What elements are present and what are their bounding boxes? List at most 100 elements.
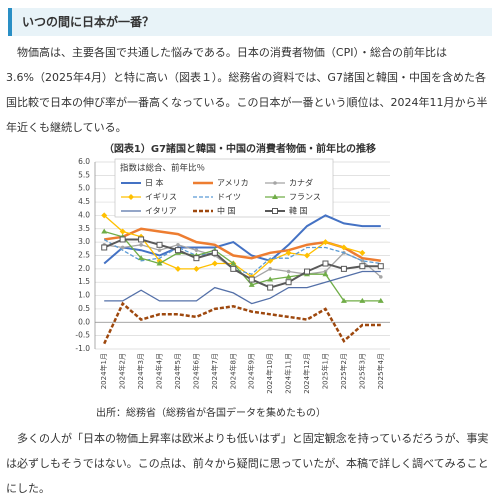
- y-tick-label: -1.0: [75, 344, 90, 353]
- source-note: 出所：総務省（総務省が各国データを集めたもの）: [96, 408, 326, 419]
- marker: [101, 228, 108, 234]
- marker: [340, 244, 347, 251]
- x-tick-label: 2024年1月: [99, 353, 108, 389]
- marker: [340, 265, 347, 272]
- marker: [272, 208, 278, 214]
- y-tick-label: 6.0: [78, 157, 90, 166]
- marker: [268, 267, 272, 271]
- x-tick-label: 2024年12月: [302, 353, 311, 394]
- line: [103, 301, 381, 345]
- marker: [174, 265, 181, 272]
- legend-label: イギリス: [145, 193, 177, 202]
- marker: [193, 265, 200, 272]
- series: [103, 214, 381, 265]
- x-tick-label: 2025年3月: [357, 353, 366, 389]
- line: [103, 238, 381, 275]
- line: [103, 214, 381, 265]
- marker: [176, 243, 180, 247]
- y-tick-label: 3.0: [78, 237, 90, 246]
- y-tick-label: 1.5: [78, 277, 90, 286]
- marker: [156, 241, 163, 248]
- marker: [285, 273, 292, 279]
- marker: [101, 244, 108, 251]
- marker: [273, 181, 277, 185]
- legend-box: [114, 158, 334, 218]
- legend-label: 日 本: [145, 178, 164, 188]
- marker: [194, 248, 199, 252]
- x-tick-label: 2025年1月: [320, 353, 329, 389]
- y-tick-label: 1.0: [78, 291, 90, 300]
- y-tick-label: 0.5: [78, 304, 90, 313]
- series: [104, 270, 381, 305]
- marker: [138, 255, 145, 261]
- marker: [377, 263, 384, 270]
- legend-label: ドイツ: [217, 193, 241, 202]
- x-tick-label: 2024年3月: [136, 353, 145, 389]
- legend-note: 指数は総合、前年比％: [120, 163, 205, 174]
- marker: [378, 275, 383, 279]
- marker: [359, 249, 366, 256]
- x-tick-label: 2024年8月: [228, 353, 237, 389]
- series: [103, 238, 381, 275]
- x-tick-label: 2024年4月: [155, 353, 164, 389]
- chart-title: （図表1）G7諸国と韓国・中国の消費者物価・前年比の推移: [104, 142, 376, 155]
- series: [101, 236, 384, 291]
- x-tick-label: 2024年7月: [210, 353, 219, 389]
- x-tick-label: 2024年5月: [173, 353, 182, 389]
- marker: [286, 269, 291, 274]
- marker: [304, 268, 311, 275]
- x-tick-label: 2024年6月: [191, 353, 200, 389]
- y-tick-label: 0.0: [78, 317, 90, 326]
- marker: [267, 276, 274, 282]
- marker: [248, 276, 255, 283]
- y-tick-label: 4.5: [78, 197, 90, 206]
- chart: （図表1）G7諸国と韓国・中国の消費者物価・前年比の推移 -1.0 -0.5 0.0…: [75, 142, 390, 394]
- line: [104, 227, 381, 263]
- marker: [120, 245, 125, 250]
- y-tick-label: 5.5: [78, 170, 90, 179]
- x-tick-label: 2024年10月: [265, 353, 274, 394]
- legend-label: イタリア: [145, 207, 177, 216]
- marker: [272, 194, 278, 199]
- marker: [322, 271, 329, 277]
- marker: [193, 255, 200, 262]
- marker: [359, 297, 366, 303]
- y-tick-label: -0.5: [75, 331, 90, 340]
- marker: [322, 260, 329, 267]
- marker: [340, 297, 347, 303]
- marker: [119, 228, 126, 235]
- marker: [174, 247, 181, 254]
- legend-label: アメリカ: [217, 179, 249, 188]
- y-tick-label: 4.0: [78, 210, 90, 219]
- marker: [248, 281, 255, 287]
- y-tick-label: 2.0: [78, 264, 90, 273]
- series: [104, 227, 381, 263]
- marker: [211, 260, 218, 267]
- marker: [285, 249, 292, 256]
- marker: [157, 248, 162, 252]
- marker: [119, 236, 126, 243]
- legend-label: カナダ: [289, 178, 313, 188]
- x-tick-label: 2024年9月: [247, 353, 256, 389]
- marker: [322, 239, 329, 246]
- x-tick-label: 2024年11月: [284, 353, 293, 394]
- section-header: いつの間に日本が一番？: [8, 8, 492, 36]
- line: [103, 238, 381, 289]
- marker: [138, 236, 145, 243]
- marker: [139, 243, 143, 247]
- marker: [285, 279, 292, 286]
- x-tick-label: 2024年2月: [118, 353, 127, 389]
- series: [103, 301, 381, 345]
- marker: [230, 265, 237, 272]
- paragraph: 物価高は、主要各国で共通した悩みである。日本の消費者物価（CPI）・総合の前年比…: [6, 46, 488, 134]
- x-tick-label: 2025年4月: [376, 353, 385, 389]
- marker: [230, 260, 237, 266]
- y-tick-label: 3.5: [78, 224, 90, 233]
- marker: [359, 263, 366, 270]
- legend-label: 中 国: [217, 206, 236, 216]
- marker: [304, 252, 311, 259]
- line: [104, 270, 381, 305]
- legend-label: 韓 国: [289, 206, 308, 216]
- marker: [156, 260, 163, 266]
